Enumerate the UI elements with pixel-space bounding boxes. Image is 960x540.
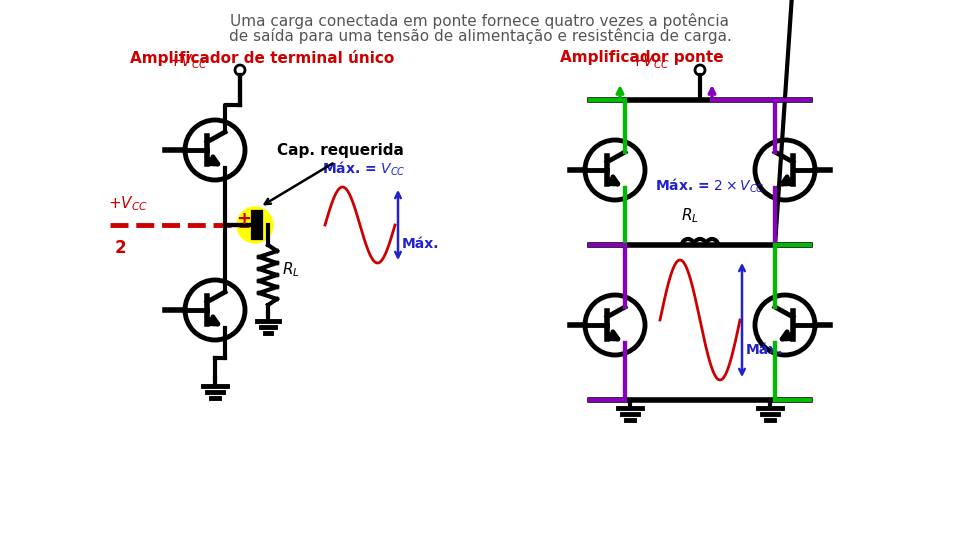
Text: $R_L$: $R_L$ [282,261,300,279]
Text: Máx.: Máx. [402,237,440,251]
Text: $+V_{CC}$: $+V_{CC}$ [168,52,208,71]
Text: Máx.: Máx. [746,343,783,357]
Text: Cap. requerida: Cap. requerida [276,143,403,158]
Text: Uma carga conectada em ponte fornece quatro vezes a potência: Uma carga conectada em ponte fornece qua… [230,13,730,29]
Text: Amplificador ponte: Amplificador ponte [560,50,724,65]
Text: 2: 2 [114,239,126,257]
Circle shape [237,207,273,243]
Text: $+V_{CC}$: $+V_{CC}$ [108,194,148,213]
Text: Máx. = $V_{CC}$: Máx. = $V_{CC}$ [322,160,406,178]
Text: Máx. = $2 \times V_{CC}$: Máx. = $2 \times V_{CC}$ [655,177,764,195]
Text: $R_L$: $R_L$ [681,206,699,225]
Text: de saída para uma tensão de alimentação e resistência de carga.: de saída para uma tensão de alimentação … [228,28,732,44]
Text: $+V_{CC}$: $+V_{CC}$ [630,52,670,71]
Text: +: + [236,210,252,228]
Text: Amplificador de terminal único: Amplificador de terminal único [130,50,395,66]
